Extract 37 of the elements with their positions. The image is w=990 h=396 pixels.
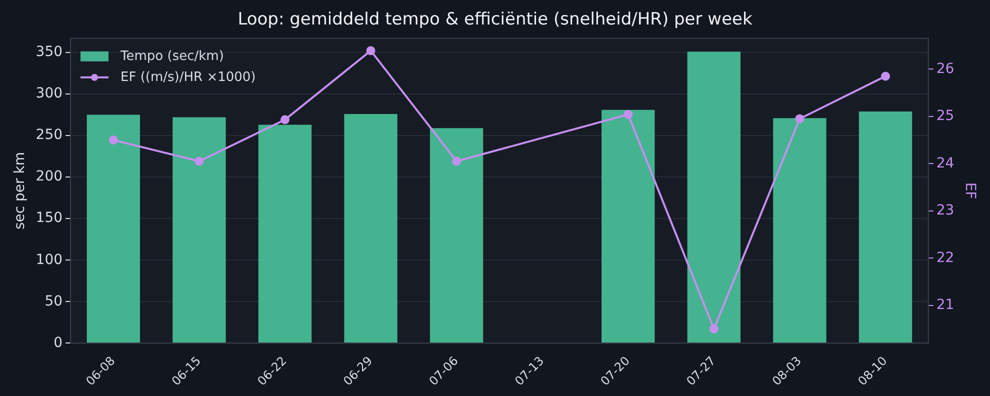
bar <box>430 128 484 343</box>
y-tick-label: 150 <box>36 210 63 226</box>
y2-tick-label: 21 <box>936 297 954 313</box>
y-tick-label: 0 <box>54 334 63 351</box>
bar <box>344 114 398 343</box>
y-tick-label: 250 <box>36 127 63 144</box>
point <box>280 115 290 124</box>
y-tick-label: 350 <box>36 44 63 60</box>
point <box>624 110 633 119</box>
legend-label: EF ((m/s)/HR ×1000) <box>120 70 256 85</box>
y2-tick-label: 23 <box>936 202 954 219</box>
y-tick-label: 100 <box>36 252 63 268</box>
legend-label: Tempo (sec/km) <box>120 48 224 64</box>
bar <box>258 124 312 343</box>
point <box>880 72 890 81</box>
y2-axis-title: EF <box>962 182 978 200</box>
bar <box>858 111 912 343</box>
point <box>194 156 204 166</box>
y2-tick-label: 22 <box>936 250 954 266</box>
chart-title: Loop: gemiddeld tempo & efficiëntie (snelheid/HR) per week <box>238 10 752 30</box>
y2-tick-label: 26 <box>936 60 954 77</box>
y2-tick-label: 25 <box>936 108 954 124</box>
y-axis-title: sec per km <box>12 152 28 230</box>
point <box>795 114 804 124</box>
bar <box>86 114 140 343</box>
point <box>709 324 718 334</box>
y-tick-label: 300 <box>36 86 63 102</box>
bar <box>172 117 226 343</box>
bar <box>687 52 741 343</box>
point <box>366 46 376 56</box>
point <box>452 156 462 166</box>
y-tick-label: 50 <box>44 293 63 310</box>
point <box>108 135 118 144</box>
bar <box>602 110 655 343</box>
y2-tick-label: 24 <box>936 155 954 172</box>
bar <box>773 118 826 343</box>
y-tick-label: 200 <box>36 168 63 185</box>
